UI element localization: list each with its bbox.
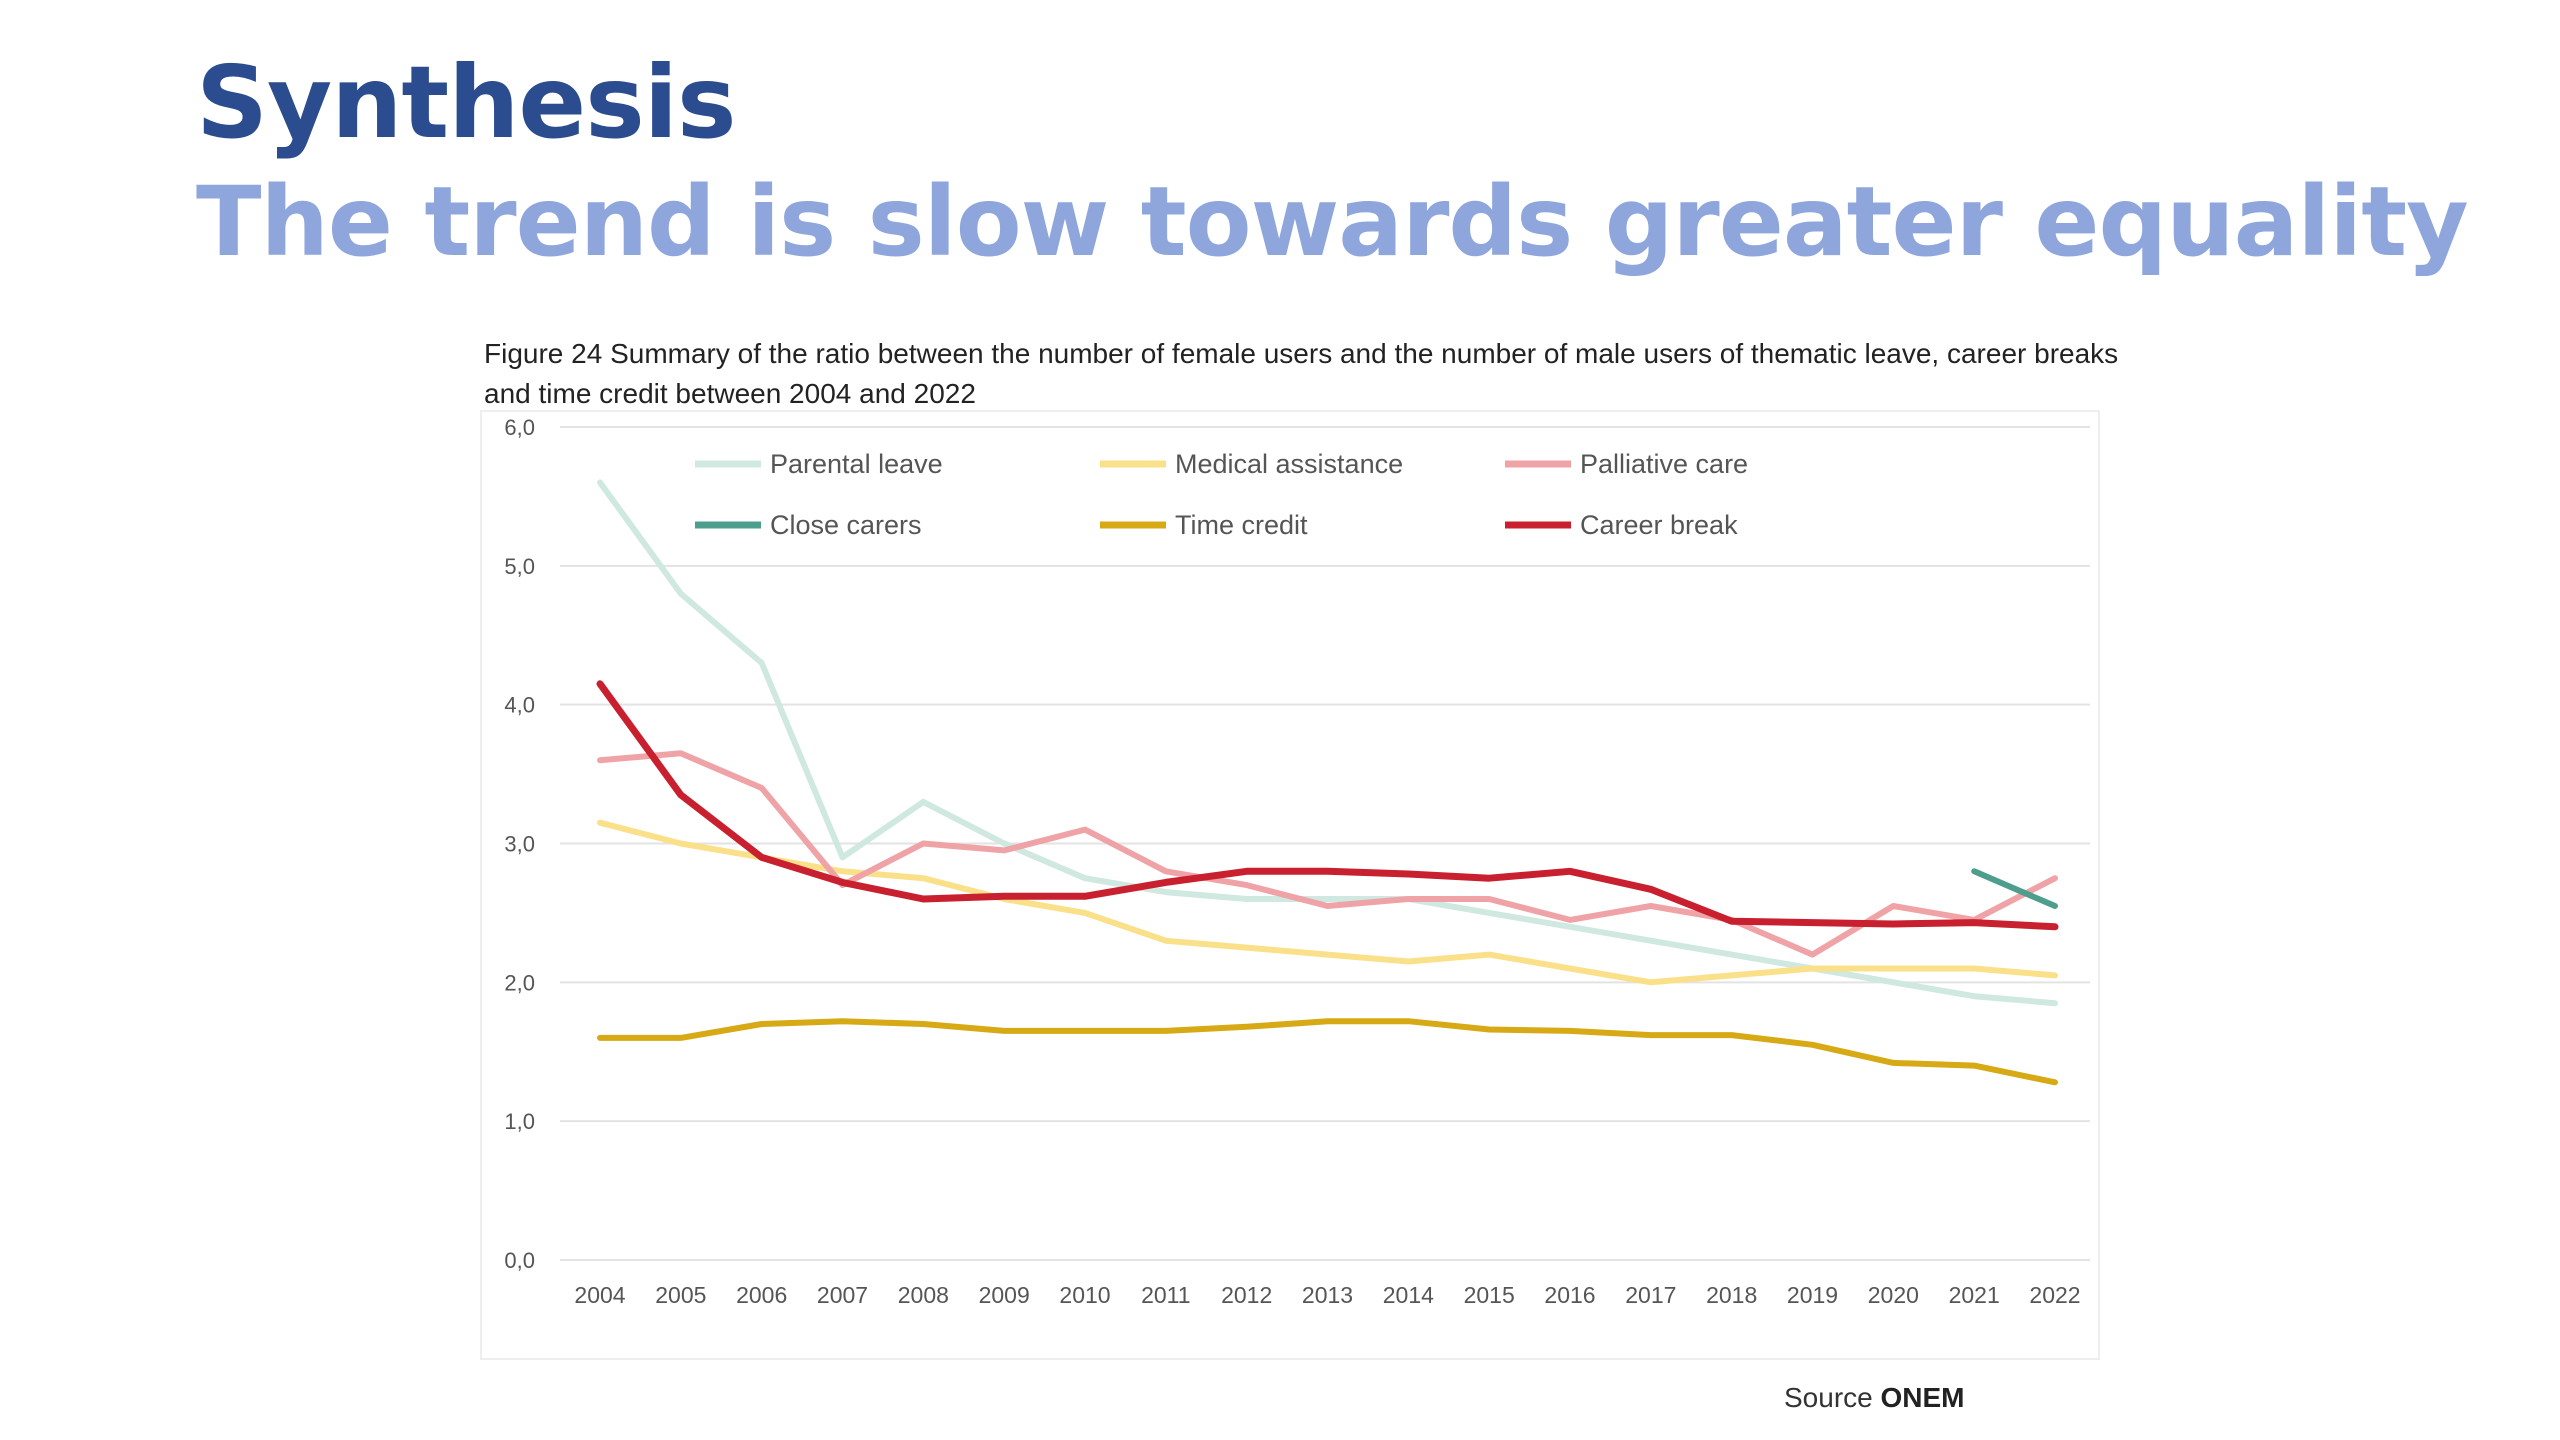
legend-label-career-break: Career break <box>1580 510 1738 540</box>
x-tick-label: 2008 <box>898 1282 949 1308</box>
x-tick-label: 2021 <box>1949 1282 2000 1308</box>
series-line-time-credit <box>597 1018 2058 1086</box>
x-tick-label: 2013 <box>1302 1282 1353 1308</box>
x-tick-labels: 2004 2005 2006 2007 2008 2009 2010 2011 2012 2013… <box>574 1282 2080 1308</box>
y-tick-label: 3,0 <box>504 832 535 857</box>
source-name: ONEM <box>1880 1382 1965 1413</box>
x-tick-label: 2020 <box>1868 1282 1919 1308</box>
legend-label-medical-assistance: Medical assistance <box>1175 449 1403 479</box>
y-tick-label: 4,0 <box>504 693 535 718</box>
figure-caption: Figure 24 Summary of the ratio between t… <box>484 338 2119 409</box>
source-note: Source ONEM <box>1784 1382 1965 1414</box>
x-tick-label: 2007 <box>817 1282 868 1308</box>
x-tick-label: 2017 <box>1625 1282 1676 1308</box>
x-tick-label: 2015 <box>1464 1282 1515 1308</box>
series-line-career-break <box>596 680 2059 931</box>
series-lines <box>596 479 2059 1086</box>
y-tick-label: 0,0 <box>504 1248 535 1273</box>
x-tick-label: 2016 <box>1544 1282 1595 1308</box>
x-tick-label: 2012 <box>1221 1282 1272 1308</box>
x-tick-label: 2011 <box>1141 1282 1190 1308</box>
x-tick-label: 2010 <box>1059 1282 1110 1308</box>
x-tick-label: 2005 <box>655 1282 706 1308</box>
series-line-medical-assistance <box>597 819 2058 986</box>
x-tick-label: 2006 <box>736 1282 787 1308</box>
x-tick-label: 2009 <box>979 1282 1030 1308</box>
y-tick-labels: 0,0 1,0 2,0 3,0 4,0 5,0 6,0 <box>504 415 535 1273</box>
line-chart: 0,01,02,03,04,05,06,0 2004 2005 2006 2007 20… <box>504 415 2090 1308</box>
slide-title: Synthesis <box>196 44 737 161</box>
y-tick-label: 2,0 <box>504 970 535 995</box>
legend-label-parental-leave: Parental leave <box>770 449 943 479</box>
x-tick-label: 2018 <box>1706 1282 1757 1308</box>
source-label: Source <box>1784 1382 1873 1413</box>
y-tick-label: 5,0 <box>504 554 535 579</box>
y-tick-label: 6,0 <box>504 415 535 440</box>
x-tick-label: 2022 <box>2029 1282 2080 1308</box>
chart-frame <box>480 410 2100 1360</box>
x-tick-label: 2014 <box>1383 1282 1434 1308</box>
grid-layer <box>560 426 2090 1261</box>
legend-label-close-carers: Close carers <box>770 510 922 540</box>
legend-label-palliative-care: Palliative care <box>1580 449 1748 479</box>
x-tick-label: 2019 <box>1787 1282 1838 1308</box>
y-tick-label: 1,0 <box>504 1109 535 1134</box>
legend: Parental leave Medical assistance Palliati… <box>695 449 1748 540</box>
slide-subtitle: The trend is slow towards greater equali… <box>196 166 2469 278</box>
legend-label-time-credit: Time credit <box>1175 510 1308 540</box>
x-tick-label: 2004 <box>574 1282 625 1308</box>
series-line-close-carers <box>1971 868 2058 909</box>
